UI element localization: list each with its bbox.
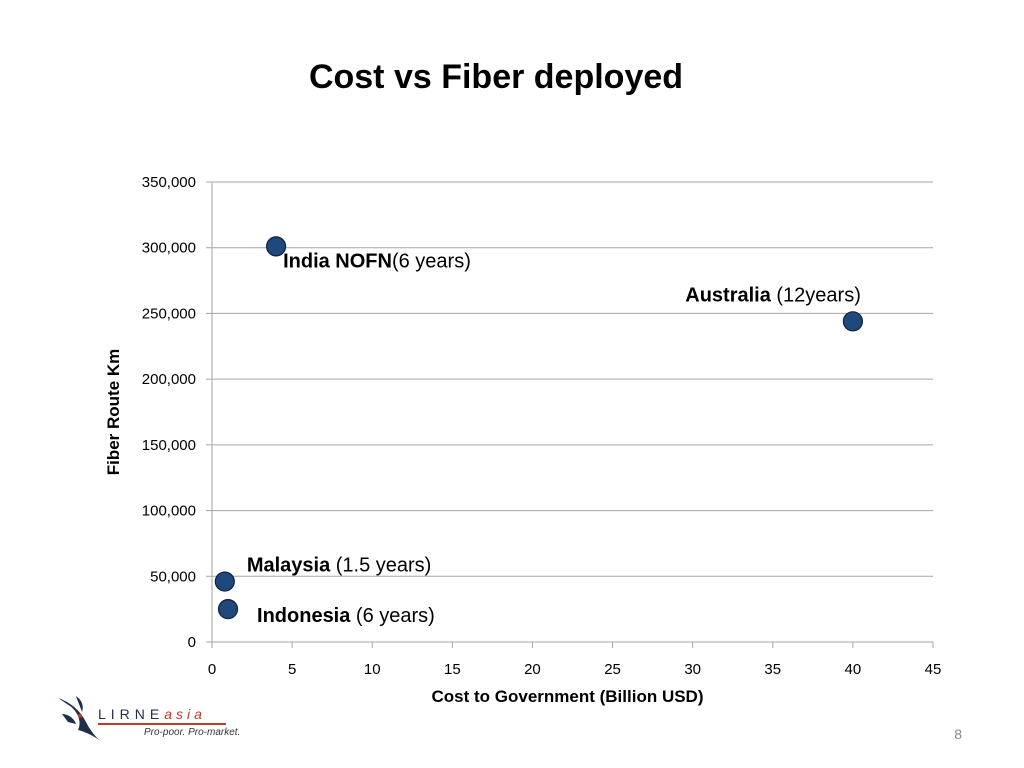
data-label-duration-1: (12years): [771, 284, 861, 306]
x-tick-label-4: 20: [524, 661, 541, 678]
x-tick-label-2: 10: [364, 661, 381, 678]
x-axis-title: Cost to Government (Billion USD): [432, 687, 704, 706]
data-label-3: Indonesia (6 years): [257, 605, 435, 627]
x-tick-label-8: 40: [845, 661, 862, 678]
data-label-name-1: Australia: [685, 284, 771, 306]
data-point-3: [217, 599, 239, 620]
y-tick-label-4: 200,000: [142, 371, 196, 388]
lirneasia-logo-icon: [58, 696, 102, 742]
data-label-0: India NOFN(6 years): [283, 250, 471, 272]
y-axis-title: Fiber Route Km: [104, 349, 123, 476]
x-tick-label-6: 30: [684, 661, 701, 678]
data-point-2: [214, 571, 235, 592]
logo-tagline: Pro-poor. Pro-market.: [144, 727, 241, 738]
x-tick-label-5: 25: [604, 661, 621, 678]
data-label-duration-0: (6 years): [392, 250, 471, 272]
logo-name-main: LIRNE: [98, 706, 165, 722]
data-point-1: [842, 311, 863, 332]
x-tick-label-7: 35: [764, 661, 781, 678]
data-label-name-2: Malaysia: [247, 555, 331, 577]
logo-underline: [98, 723, 226, 725]
y-tick-label-0: 0: [188, 634, 196, 651]
data-label-duration-2: (1.5 years): [330, 555, 431, 577]
logo-wordmark: LIRNEasia: [98, 706, 206, 722]
data-label-2: Malaysia (1.5 years): [247, 555, 432, 577]
y-tick-label-7: 350,000: [142, 174, 196, 191]
x-tick-label-3: 15: [444, 661, 461, 678]
x-tick-label-1: 5: [288, 661, 296, 678]
data-label-duration-3: (6 years): [350, 605, 434, 627]
y-tick-label-3: 150,000: [142, 437, 196, 454]
y-tick-label-6: 300,000: [142, 240, 196, 257]
data-label-name-3: Indonesia: [257, 605, 351, 627]
data-label-1: Australia (12years): [685, 284, 861, 306]
y-tick-label-5: 250,000: [142, 305, 196, 322]
y-tick-label-1: 50,000: [150, 568, 196, 585]
x-tick-label-9: 45: [925, 661, 942, 678]
x-tick-label-0: 0: [208, 661, 216, 678]
page-number: 8: [954, 726, 962, 742]
data-label-name-0: India NOFN: [283, 250, 392, 272]
logo-name-suffix: asia: [164, 706, 206, 722]
data-point-0: [265, 236, 287, 257]
y-tick-label-2: 100,000: [142, 503, 196, 520]
slide-title: Cost vs Fiber deployed: [308, 58, 684, 96]
